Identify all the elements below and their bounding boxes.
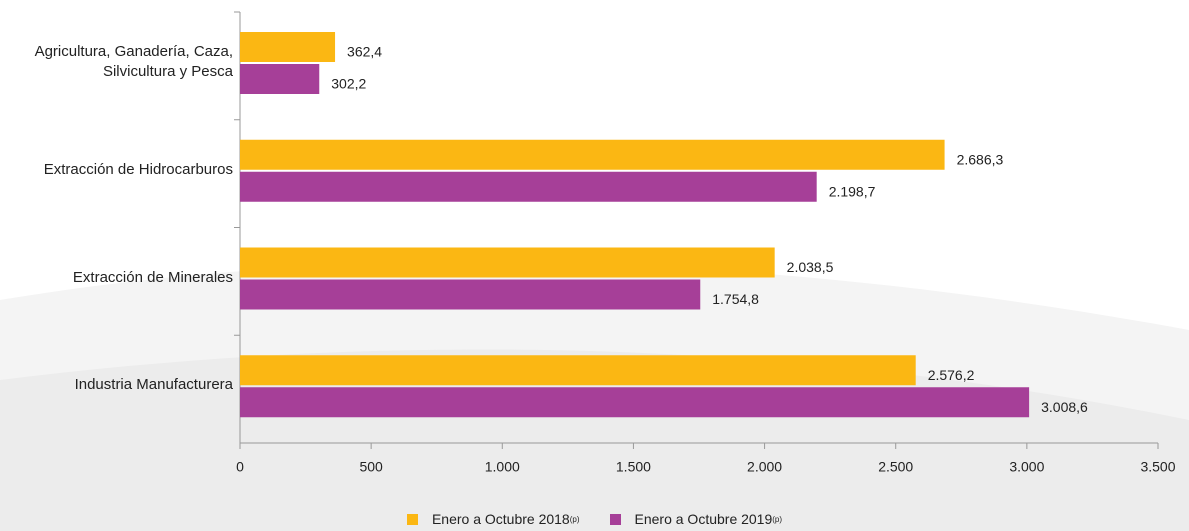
legend-label: Enero a Octubre 2019 <box>634 511 773 527</box>
x-tick-label: 1.000 <box>485 459 520 475</box>
x-tick-label: 500 <box>359 459 383 475</box>
y-tick-label: Industria Manufacturera <box>74 376 233 394</box>
legend: Enero a Octubre 2018 (p) Enero a Octubre 2… <box>0 511 1189 527</box>
legend-item: Enero a Octubre 2018 (p) <box>406 511 580 527</box>
x-tick-label: 3.500 <box>1140 459 1175 475</box>
legend-item: Enero a Octubre 2019 (p) <box>609 511 783 527</box>
legend-label: Enero a Octubre 2018 <box>431 511 570 527</box>
x-tick-label: 3.000 <box>1009 459 1044 475</box>
data-label: 302,2 <box>331 76 366 92</box>
y-tick-label: Extracción de Hidrocarburos <box>43 160 233 178</box>
data-label: 3.008,6 <box>1041 399 1088 415</box>
legend-swatch <box>609 513 621 525</box>
bar <box>240 355 916 386</box>
x-tick-label: 2.500 <box>878 459 913 475</box>
bar <box>240 387 1030 418</box>
bar <box>240 171 817 202</box>
bar <box>240 139 945 170</box>
data-label: 2.686,3 <box>957 151 1004 167</box>
data-label: 2.576,2 <box>928 367 975 383</box>
bar <box>240 279 701 310</box>
data-label: 2.198,7 <box>829 183 876 199</box>
y-tick-label: Extracción de Minerales <box>72 268 233 286</box>
data-label: 362,4 <box>347 44 382 60</box>
legend-swatch <box>406 513 418 525</box>
x-tick-label: 1.500 <box>616 459 651 475</box>
x-tick-label: 0 <box>236 459 244 475</box>
x-tick-label: 2.000 <box>747 459 782 475</box>
bar <box>240 64 320 94</box>
y-tick-label: Agricultura, Ganadería, Caza, Silvicultu… <box>34 43 233 80</box>
data-label: 1.754,8 <box>712 291 759 307</box>
data-label: 2.038,5 <box>787 259 834 275</box>
bar <box>240 32 336 62</box>
legend-marker: (p) <box>772 514 783 524</box>
legend-marker: (p) <box>569 514 580 524</box>
bar <box>240 247 775 278</box>
